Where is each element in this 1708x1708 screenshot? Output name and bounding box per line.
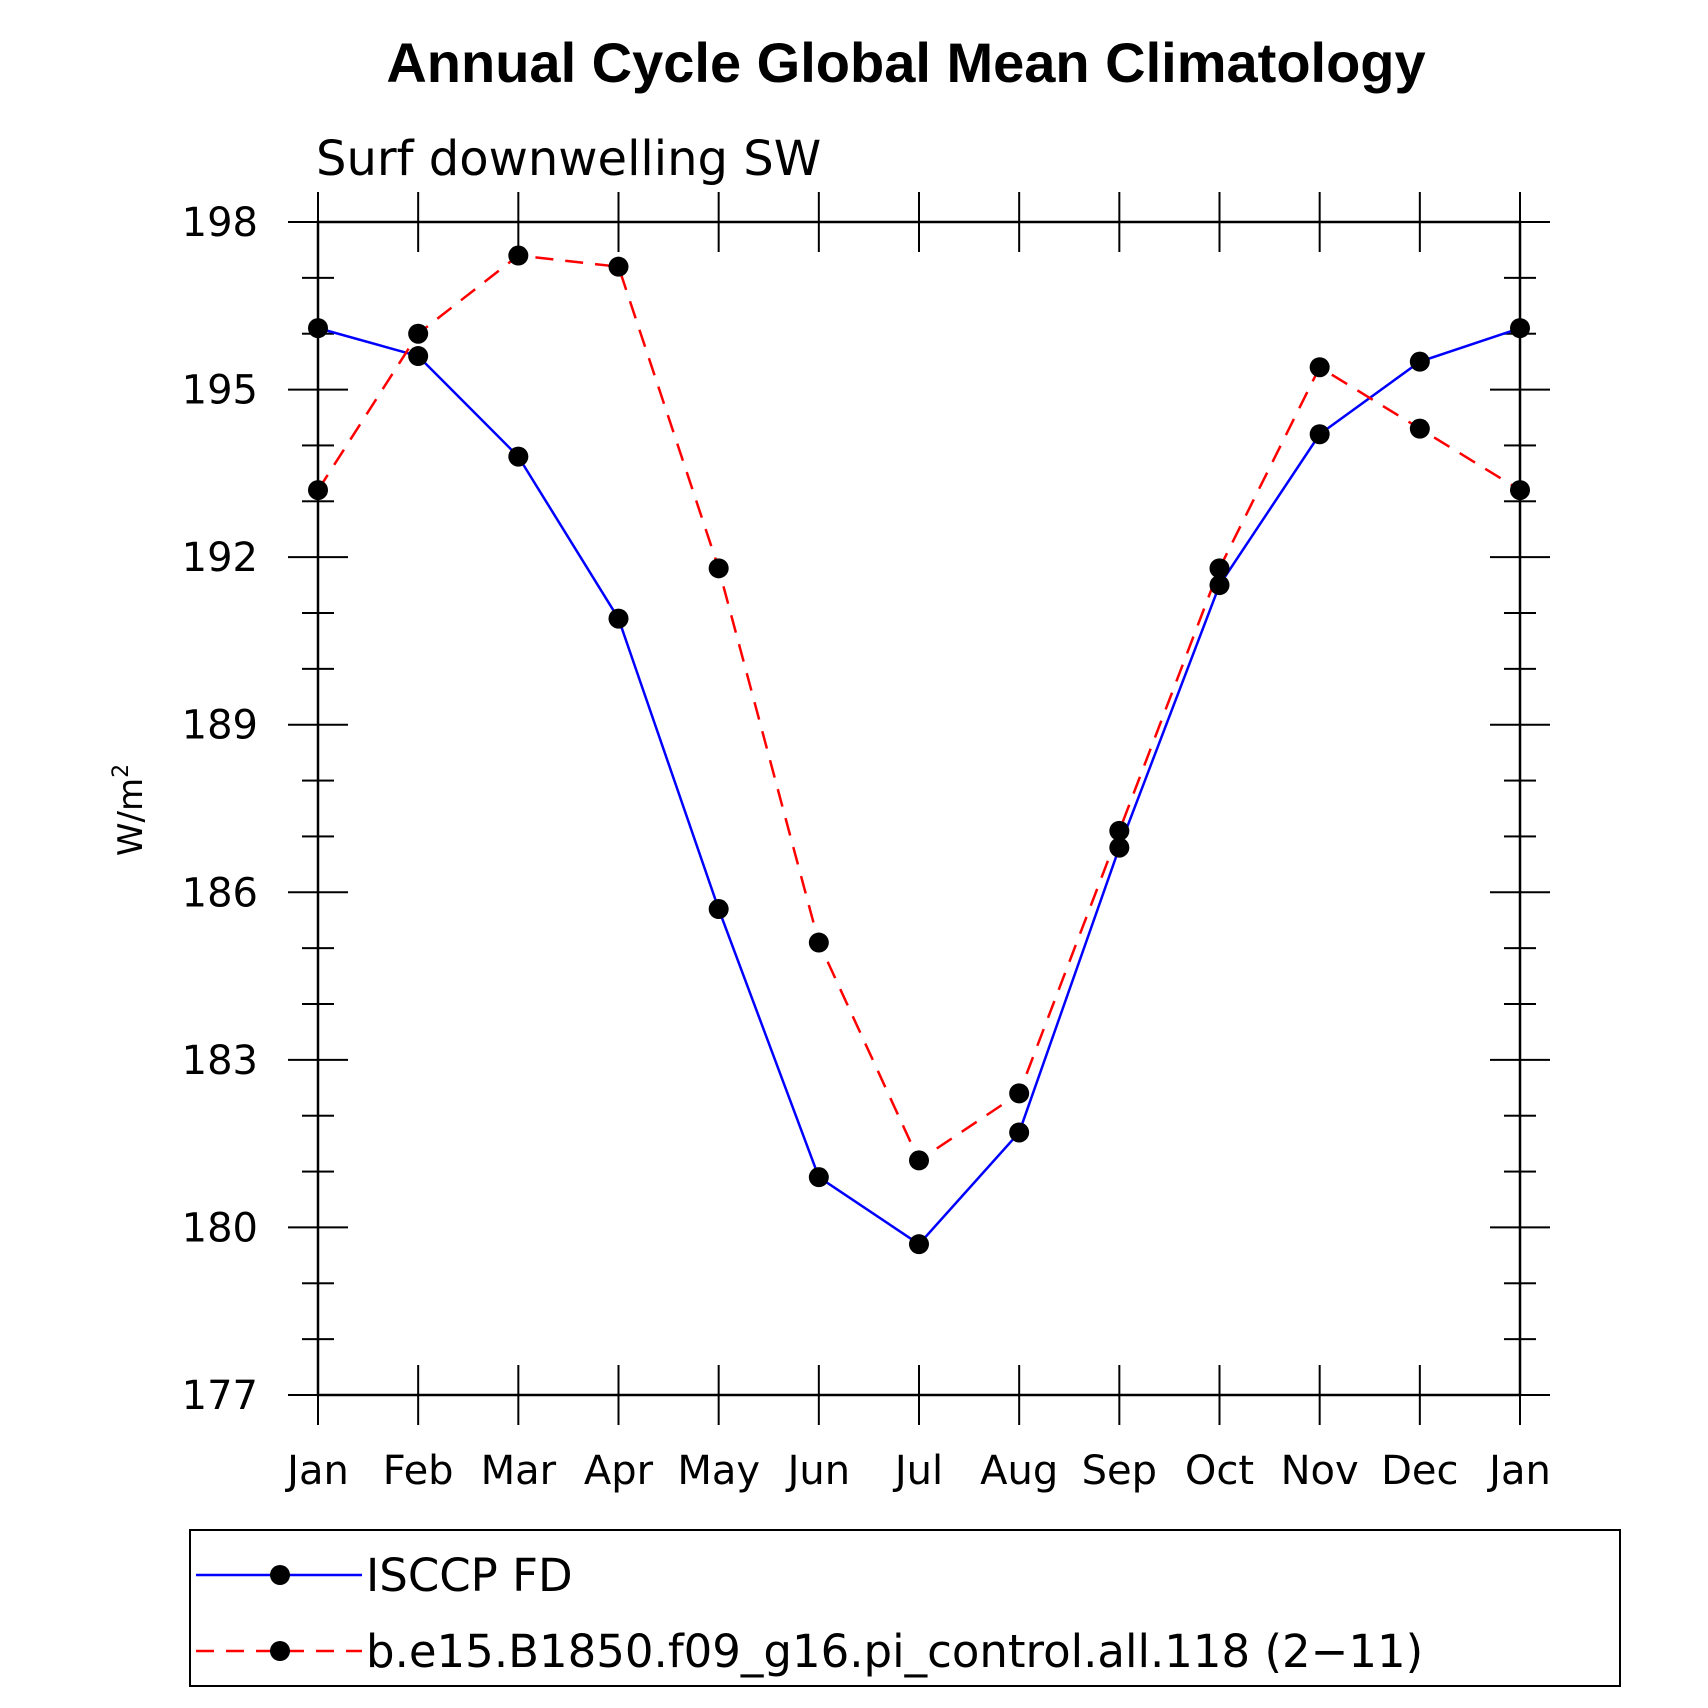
- series-1-point: [1009, 1122, 1030, 1143]
- series-1-point: [308, 318, 328, 339]
- series-2-point: [1209, 558, 1230, 579]
- series-2-point: [608, 256, 629, 277]
- legend: ISCCP FD b.e15.B1850.f09_g16.pi_control.a…: [189, 1529, 1621, 1687]
- x-tick-label: Jan: [1486, 1448, 1551, 1494]
- series-1-point: [1309, 424, 1330, 445]
- plot-frame: [316, 220, 1522, 1397]
- series-2-point: [508, 245, 529, 266]
- series-layer: [308, 245, 1530, 1255]
- y-tick-label: 189: [182, 703, 258, 749]
- series-2-point: [808, 932, 829, 953]
- series-line-1: [317, 326, 1521, 1246]
- plot-border: [316, 220, 1522, 1397]
- y-tick-label: 186: [182, 870, 258, 916]
- series-2-point: [1009, 1083, 1030, 1104]
- legend-marker-2: [270, 1641, 290, 1661]
- x-tick-label: Aug: [980, 1448, 1058, 1494]
- series-line-2: [316, 254, 1521, 1163]
- y-tick-label: 195: [182, 368, 258, 414]
- series-2-point: [308, 480, 328, 501]
- series-2-point: [408, 323, 429, 344]
- y-axis-label-superscript: 2: [109, 764, 134, 778]
- series-2-point: [1109, 820, 1130, 841]
- series-2-point: [1309, 357, 1330, 378]
- x-tick-label: Sep: [1082, 1448, 1157, 1494]
- legend-marker-1: [270, 1565, 290, 1585]
- chart-title: Annual Cycle Global Mean Climatology: [386, 31, 1425, 94]
- y-axis-label: W/m2: [109, 764, 151, 856]
- series-1-point: [1209, 575, 1230, 596]
- series-1-point: [1409, 351, 1430, 372]
- legend-label-1: ISCCP FD: [366, 1549, 573, 1602]
- series-1-point: [408, 346, 429, 367]
- series-2-point: [1510, 480, 1530, 501]
- x-tick-label: Nov: [1281, 1448, 1359, 1494]
- x-axis-ticks: Jan Feb Mar Apr May Jun Jul Aug Sep Oct Nov Dec Jan: [284, 192, 1551, 1494]
- x-tick-label: Apr: [584, 1448, 654, 1494]
- y-tick-label: 177: [182, 1373, 258, 1419]
- y-axis-ticks: 177 180 183 186 189 192 195 198: [182, 200, 1550, 1419]
- series-2-point: [1409, 418, 1430, 439]
- x-tick-label: Jan: [284, 1448, 349, 1494]
- series-1-point: [808, 1167, 829, 1188]
- series-1-point: [909, 1234, 929, 1255]
- series-1-point: [1510, 318, 1530, 339]
- y-axis-label-base: W/m: [111, 778, 151, 856]
- y-tick-label: 183: [182, 1038, 258, 1084]
- x-tick-label: Mar: [481, 1448, 557, 1494]
- y-tick-label: 180: [182, 1205, 258, 1251]
- series-2-point: [909, 1150, 929, 1171]
- x-tick-label: Dec: [1381, 1448, 1458, 1494]
- y-tick-label: 192: [182, 535, 258, 581]
- legend-box: [189, 1529, 1621, 1687]
- x-tick-label: Oct: [1185, 1448, 1254, 1494]
- legend-label-2: b.e15.B1850.f09_g16.pi_control.all.118 (…: [366, 1625, 1423, 1678]
- x-tick-label: May: [677, 1448, 760, 1494]
- chart-subtitle: Surf downwelling SW: [316, 131, 821, 187]
- y-tick-label: 198: [182, 200, 258, 246]
- series-1-point: [508, 446, 529, 467]
- x-tick-label: Feb: [383, 1448, 454, 1494]
- series-1-point: [1109, 837, 1130, 858]
- x-tick-label: Jul: [892, 1448, 943, 1494]
- series-2-point: [708, 558, 729, 579]
- series-1-point: [608, 608, 629, 629]
- x-tick-label: Jun: [785, 1448, 851, 1494]
- series-1-point: [708, 899, 729, 920]
